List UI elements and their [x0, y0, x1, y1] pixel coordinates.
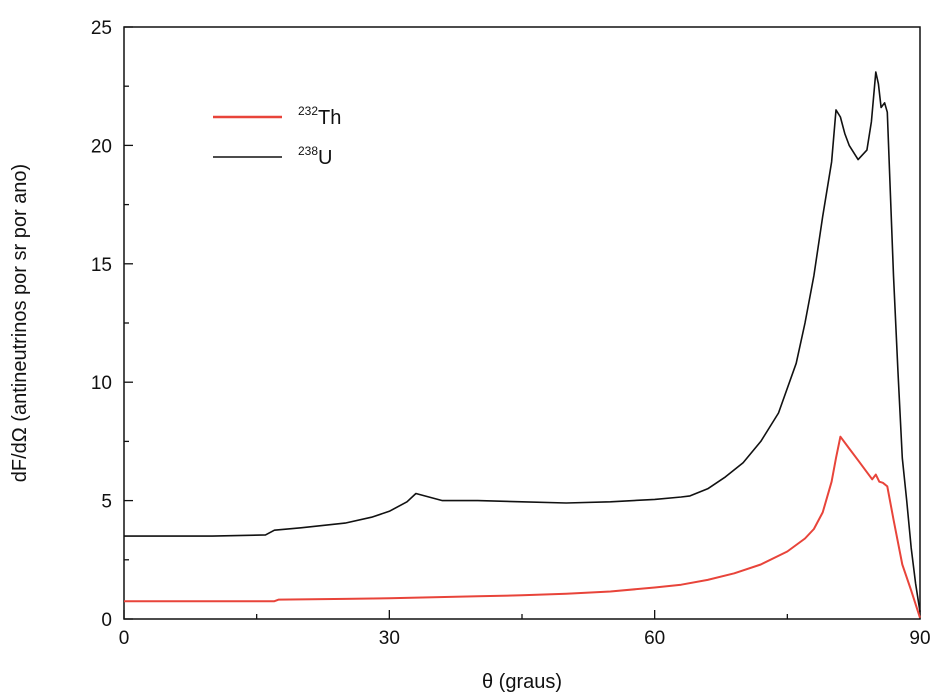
y-tick-label: 20 [91, 136, 112, 157]
x-axis-title: θ (graus) [482, 671, 562, 693]
y-axis: 0 5 10 15 20 25 [91, 18, 133, 631]
y-axis-title: dF/dΩ (antineutrinos por sr por ano) [9, 164, 31, 482]
y-tick-label: 5 [101, 492, 112, 513]
y-tick-label: 25 [91, 18, 112, 39]
series-line-u [124, 71, 921, 613]
x-tick-label: 90 [909, 628, 930, 649]
x-tick-label: 30 [379, 628, 400, 649]
y-tick-label: 0 [101, 610, 112, 631]
x-tick-label: 60 [644, 628, 665, 649]
series-layer [124, 71, 921, 619]
legend: 232Th 238U [213, 104, 341, 169]
y-tick-label: 15 [91, 255, 112, 276]
x-tick-label: 0 [119, 628, 130, 649]
legend-label-u: 238U [298, 144, 332, 169]
legend-label-th: 232Th [298, 104, 341, 129]
x-axis: 0 30 60 90 [119, 610, 931, 649]
series-line-th [124, 435, 921, 619]
y-tick-label: 10 [91, 373, 112, 394]
